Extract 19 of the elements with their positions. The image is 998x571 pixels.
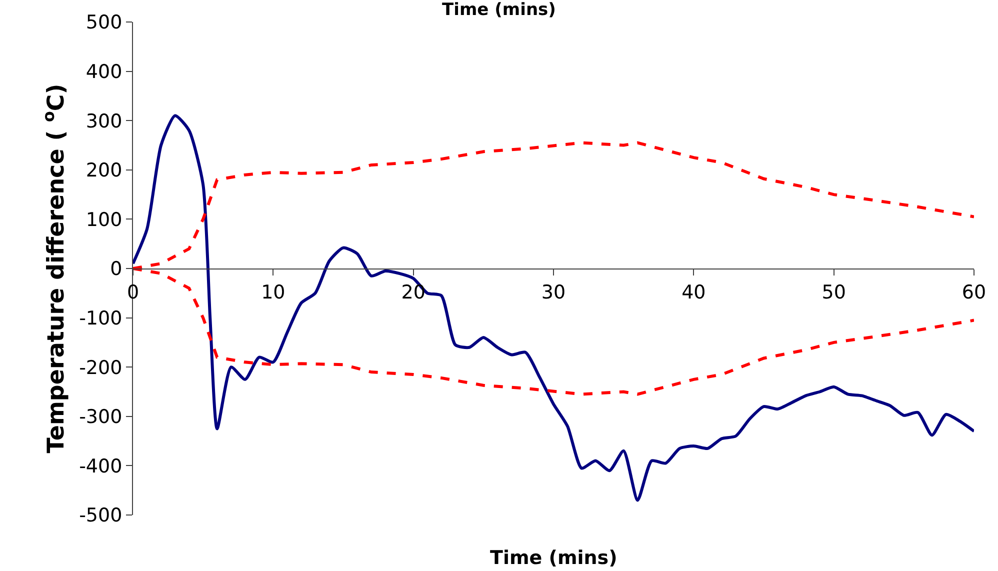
y-tick-label: 500 xyxy=(86,12,122,34)
y-tick-label: -200 xyxy=(79,356,122,379)
x-tick-label: 10 xyxy=(261,281,286,304)
y-tick-label: 0 xyxy=(110,258,122,280)
x-tick-label: 30 xyxy=(541,281,566,304)
y-tick-label: -100 xyxy=(79,307,122,330)
y-tick-label: 200 xyxy=(86,160,122,182)
y-tick-label: -400 xyxy=(79,455,122,478)
y-tick-label: 400 xyxy=(86,60,122,83)
y-tick-label: 300 xyxy=(86,110,122,132)
y-tick-label: 100 xyxy=(86,208,122,231)
y-tick-label: -500 xyxy=(79,504,122,527)
x-tick-label: 60 xyxy=(962,281,986,304)
chart-title: Time (mins) xyxy=(442,0,556,20)
y-tick-label: -300 xyxy=(79,406,122,428)
x-axis-title: Time (mins) xyxy=(490,547,618,569)
x-tick-label: 50 xyxy=(822,281,846,304)
x-tick-label: 40 xyxy=(682,281,706,304)
x-tick-label: 20 xyxy=(401,281,426,304)
